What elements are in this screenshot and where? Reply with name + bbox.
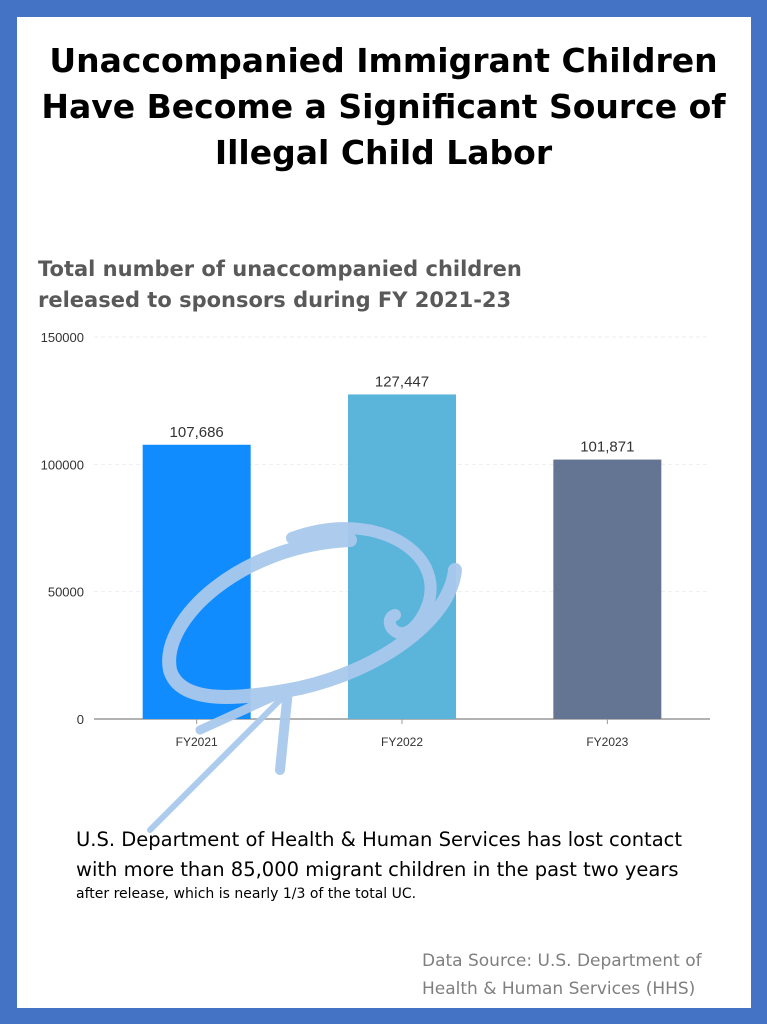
note-line-1: U.S. Department of Health & Human Servic… <box>76 828 683 851</box>
y-tick-label: 150000 <box>41 330 84 345</box>
hand-drawn-circle-arrow-annotation <box>147 522 462 833</box>
x-tick-label: FY2022 <box>381 735 423 749</box>
y-tick-label: 100000 <box>41 457 84 472</box>
x-tick-label: FY2023 <box>586 735 628 749</box>
data-label: 101,871 <box>580 439 634 456</box>
source-line-1: Data Source: U.S. Department of <box>422 951 702 971</box>
chart-title: Total number of unaccompanied children r… <box>38 257 522 312</box>
note-line-3: after release, which is nearly 1/3 of th… <box>76 886 417 902</box>
source-line-2: Health & Human Services (HHS) <box>422 979 696 999</box>
note-text: U.S. Department of Health & Human Servic… <box>76 825 682 885</box>
y-tick-label: 50000 <box>48 585 84 600</box>
data-label: 107,686 <box>170 424 224 441</box>
y-tick-label: 0 <box>77 712 84 727</box>
note-line-2: with more than 85,000 migrant children i… <box>76 858 679 881</box>
bar-FY2023 <box>553 459 662 719</box>
poster-title: Unaccompanied Immigrant Children Have Be… <box>41 41 726 172</box>
x-tick-label: FY2021 <box>176 735 218 749</box>
data-source: Data Source: U.S. Department of Health &… <box>422 947 702 1003</box>
data-label: 127,447 <box>375 373 429 390</box>
